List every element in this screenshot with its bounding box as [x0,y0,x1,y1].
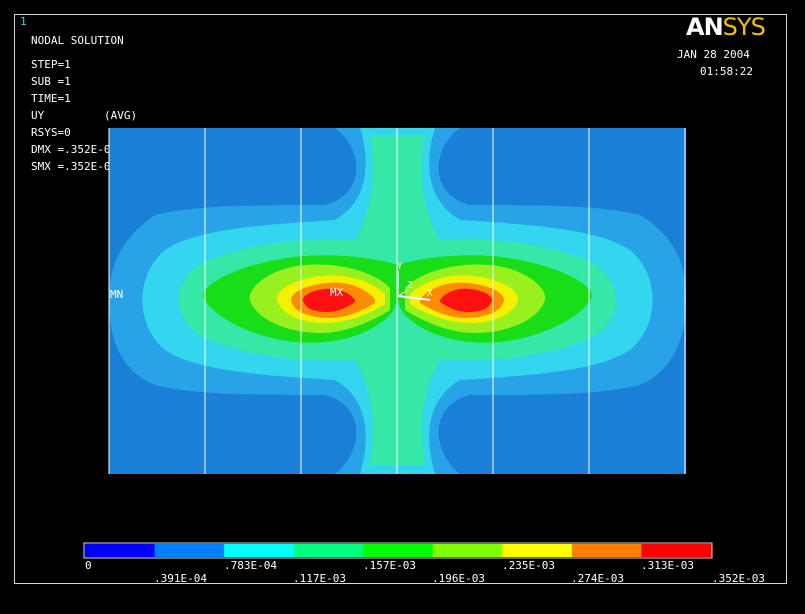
step-line: STEP=1 [31,58,71,71]
smx-line: SMX =.352E-03 [31,160,118,173]
legend-swatch-6 [502,544,573,557]
legend-swatch-4 [363,544,434,557]
legend-label-7: .274E-03 [571,572,624,585]
logo-sys: SYS [722,13,766,41]
result-item: UY [31,109,45,122]
contour-band-8 [303,288,492,312]
axis-triad [397,270,431,301]
legend-frame [83,542,713,559]
rsys-line: RSYS=0 [31,126,71,139]
min-marker: MN [110,288,124,301]
sub-line: SUB =1 [31,75,71,88]
legend-label-6: .235E-03 [502,559,555,572]
legend-label-3: .117E-03 [293,572,346,585]
legend-swatch-2 [224,544,295,557]
dmx-line: DMX =.352E-03 [31,143,118,156]
logo-an: AN [686,13,724,41]
legend-label-9: .352E-03 [712,572,765,585]
time-stamp: 01:58:22 [700,65,753,78]
axis-x-label: X [427,289,433,299]
legend-swatch-3 [293,544,364,557]
time-line: TIME=1 [31,92,71,105]
legend-swatch-8 [641,544,712,557]
date-stamp: JAN 28 2004 [677,48,750,61]
legend-label-8: .313E-03 [641,559,694,572]
avg-label: (AVG) [104,109,138,122]
triad-x-axis [397,295,431,301]
axis-y-label: Y [397,262,403,272]
legend-label-2: .783E-04 [224,559,277,572]
window-number: 1 [20,15,27,28]
legend-swatch-5 [432,544,503,557]
legend-swatch-7 [571,544,642,557]
legend-swatch-0 [85,544,156,557]
max-marker: MX [330,286,344,299]
legend-label-1: .391E-04 [154,572,207,585]
element-edges [108,128,686,474]
legend-label-5: .196E-03 [432,572,485,585]
plot-title: NODAL SOLUTION [31,34,124,47]
ansys-logo: ANSYS [686,13,766,41]
legend-label-4: .157E-03 [363,559,416,572]
legend-swatch-1 [154,544,225,557]
axis-z-label: Z [407,281,413,291]
contour-band-7 [291,282,504,318]
legend-label-0: 0 [85,559,92,572]
triad-z-axis [397,289,409,297]
